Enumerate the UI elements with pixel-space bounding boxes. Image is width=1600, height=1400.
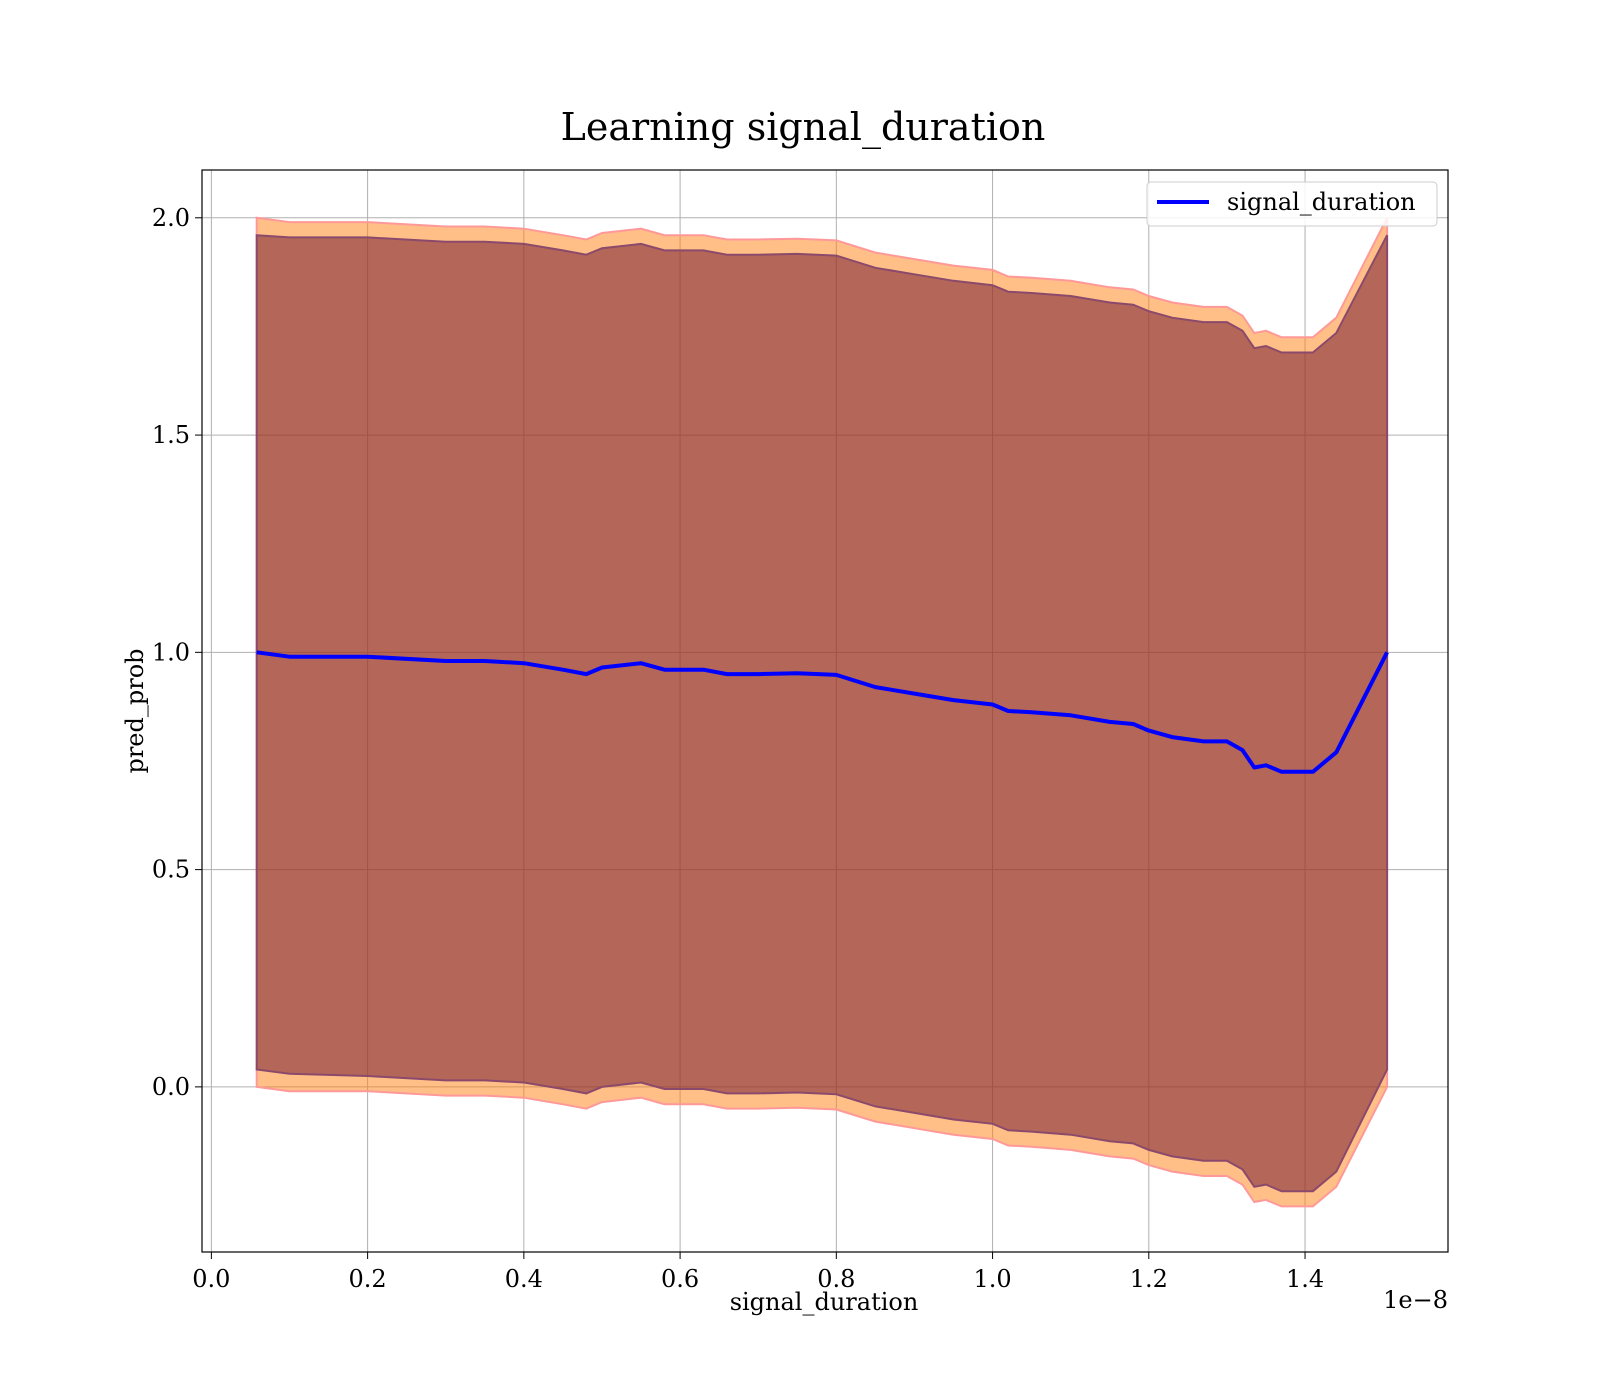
confidence-band-1 xyxy=(255,234,1389,1193)
chart-title: Learning signal_duration xyxy=(561,105,1046,150)
axes-frame xyxy=(201,169,1449,1253)
x-tick-label: 0.6 xyxy=(661,1265,699,1293)
x-tick-label: 1.0 xyxy=(973,1265,1011,1293)
x-tick-label: 0.0 xyxy=(192,1265,230,1293)
legend: signal_duration xyxy=(1146,181,1438,227)
x-tick-label: 0.2 xyxy=(349,1265,387,1293)
y-tick-label: 1.5 xyxy=(152,421,190,449)
x-tick-label: 1.2 xyxy=(1130,1265,1168,1293)
series-lines xyxy=(256,650,1389,774)
series-line-0 xyxy=(256,650,1389,774)
x-axis-ticks: 0.0 0.2 0.4 0.6 0.8 1.0 1.2 1.4 xyxy=(192,1252,1324,1293)
x-axis-offset-text: 1e−8 xyxy=(1383,1286,1448,1314)
y-tick-label: 1.0 xyxy=(152,638,190,666)
plot-area xyxy=(202,170,1448,1252)
y-tick-label: 0.5 xyxy=(152,856,190,884)
x-tick-label: 0.8 xyxy=(817,1265,855,1293)
legend-box xyxy=(1146,181,1438,227)
legend-label: signal_duration xyxy=(1227,188,1416,216)
x-axis-label: signal_duration xyxy=(730,1288,919,1316)
y-tick-label: 0.0 xyxy=(152,1073,190,1101)
y-axis-label: pred_prob xyxy=(121,648,149,773)
confidence-bands xyxy=(255,216,1389,1208)
x-tick-label: 1.4 xyxy=(1286,1265,1324,1293)
x-tick-label: 0.4 xyxy=(505,1265,543,1293)
y-tick-label: 2.0 xyxy=(152,204,190,232)
y-axis-ticks: 0.0 0.5 1.0 1.5 2.0 xyxy=(152,204,202,1101)
